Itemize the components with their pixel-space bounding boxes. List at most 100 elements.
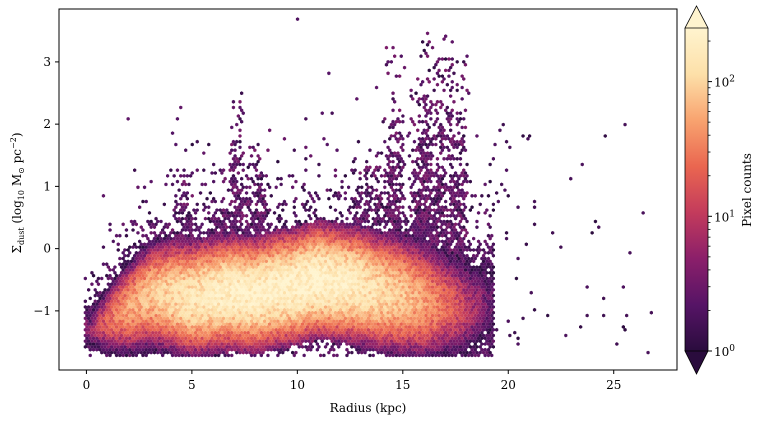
hexbin-cell (276, 285, 280, 289)
hexbin-cell (386, 282, 390, 287)
hexbin-cell (393, 288, 397, 292)
hexbin-cell (353, 276, 357, 281)
hexbin-cell (491, 305, 495, 309)
hexbin-cell (231, 339, 236, 344)
hexbin-cell (198, 345, 203, 349)
hexbin-cell (371, 342, 375, 346)
hexbin-cell (272, 302, 277, 306)
hexbin-cell (351, 290, 356, 295)
hexbin-cell (452, 350, 456, 355)
hexbin-cell (162, 310, 166, 315)
hexbin-cell (414, 250, 418, 255)
hexbin-cell (142, 265, 147, 269)
hexbin-cell (412, 276, 417, 281)
hexbin-cell (434, 302, 438, 306)
hexbin-cell (154, 313, 158, 318)
hexbin-cell (465, 305, 469, 309)
hexbin-cell (100, 299, 104, 304)
hexbin-cell (277, 242, 282, 247)
hexbin-cell (348, 245, 352, 249)
hexbin-cell (325, 285, 329, 289)
hexbin-cell (414, 256, 418, 261)
hexbin-cell (345, 325, 349, 329)
hexbin-cell (248, 333, 252, 338)
hexbin-cell (207, 273, 211, 278)
hexbin-cell (279, 250, 283, 255)
hexbin-cell (142, 316, 147, 321)
hexbin-cell (342, 296, 346, 301)
hexbin-cell (389, 265, 393, 269)
hexbin-cell (197, 296, 201, 301)
hexbin-cell (467, 262, 471, 267)
hexbin-cell (450, 290, 454, 295)
hexbin-cell (421, 319, 425, 324)
hexbin-cell (327, 350, 331, 355)
hexbin-cell (319, 285, 323, 289)
hexbin-cell (238, 253, 242, 258)
hexbin-cell (450, 256, 454, 261)
hexbin-cell (236, 256, 240, 261)
hexbin-cell (221, 270, 226, 275)
hexbin-cell (442, 276, 446, 281)
hexbin-cell (381, 290, 385, 295)
hexbin-cell (230, 296, 234, 301)
hexbin-cell (241, 293, 245, 298)
hexbin-cell (399, 310, 403, 315)
hexbin-cell (427, 296, 431, 301)
hexbin-cell (442, 305, 446, 309)
hexbin-cell (468, 293, 472, 298)
hexbin-cell (274, 242, 278, 247)
hexbin-cell (151, 342, 155, 346)
hexbin-cell (268, 253, 272, 258)
hexbin-cell (236, 290, 240, 295)
hexbin-cell (396, 259, 400, 264)
hexbin-cell (233, 325, 237, 329)
hexbin-cell (424, 353, 428, 358)
hexbin-cell (615, 342, 619, 346)
hexbin-cell (351, 279, 356, 284)
hexbin-cell (192, 305, 196, 309)
hexbin-cell (353, 265, 357, 269)
hexbin-cell (124, 319, 129, 324)
hexbin-cell (374, 290, 379, 295)
hexbin-cell (256, 336, 260, 341)
hexbin-cell (256, 262, 260, 267)
hexbin-cell (416, 259, 420, 264)
hexbin-cell (118, 285, 122, 289)
hexbin-cell (366, 327, 370, 332)
hexbin-cell (419, 305, 423, 309)
hexbin-cell (187, 313, 191, 318)
hexbin-cell (468, 242, 472, 247)
hexbin-cell (208, 248, 212, 252)
hexbin-cell (146, 327, 150, 332)
hexbin-cell (485, 316, 489, 321)
hexbin-cell (233, 239, 237, 244)
hexbin-cell (141, 250, 145, 255)
hexbin-cell (337, 345, 341, 349)
hexbin-cell (292, 307, 296, 312)
hexbin-cell (225, 327, 229, 332)
hexbin-cell (646, 350, 650, 355)
hexbin-cell (189, 345, 193, 349)
hexbin-cell (472, 276, 476, 281)
hexbin-cell (476, 353, 481, 358)
hexbin-cell (330, 293, 334, 298)
hexbin-cell (83, 327, 87, 332)
hexbin-cell (429, 305, 433, 309)
hexbin-cell (310, 339, 314, 344)
hexbin-cell (304, 310, 308, 315)
hexbin-cell (458, 248, 463, 252)
hexbin-cell (389, 259, 393, 264)
hexbin-cell (483, 307, 487, 312)
hexbin-cell (236, 330, 240, 335)
hexbin-cell (460, 302, 464, 306)
hexbin-cell (317, 276, 321, 281)
hexbin-cell (208, 299, 212, 304)
hexbin-cell (124, 336, 129, 341)
hexbin-cell (481, 282, 486, 287)
hexbin-cell (197, 250, 201, 255)
hexbin-cell (272, 342, 277, 346)
hexbin-cell (217, 313, 221, 318)
hexbin-cell (243, 307, 247, 312)
hexbin-cell (309, 279, 313, 284)
